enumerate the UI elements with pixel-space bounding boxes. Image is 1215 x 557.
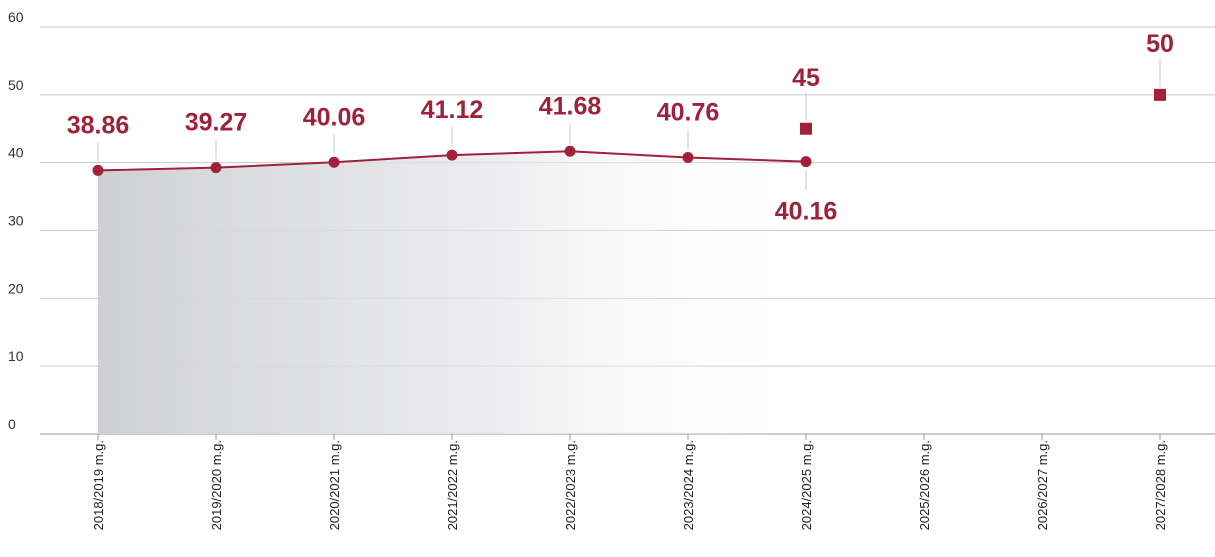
data-point [328, 156, 340, 168]
data-markers [92, 88, 1166, 176]
data-label: 41.68 [539, 92, 602, 120]
x-tick-label: 2027/2028 m.g. [1153, 440, 1168, 530]
x-tick-label: 2020/2021 m.g. [327, 440, 342, 530]
y-tick-label: 0 [8, 416, 16, 432]
data-point [682, 152, 694, 164]
y-axis-ticks: 0 10 20 30 40 50 60 [8, 9, 24, 432]
x-tick-label: 2022/2023 m.g. [563, 440, 578, 530]
data-labels: 38.86 39.27 40.06 41.12 41.68 40.76 40.16 45 50 [67, 30, 1174, 226]
target-marker [1154, 88, 1166, 101]
data-point [446, 149, 458, 161]
x-tick-label: 2025/2026 m.g. [917, 440, 932, 530]
data-label: 40.76 [657, 99, 720, 127]
x-tick-label: 2021/2022 m.g. [445, 440, 460, 530]
y-tick-label: 50 [8, 77, 24, 93]
data-label: 41.12 [421, 96, 484, 124]
x-tick-label: 2018/2019 m.g. [91, 440, 106, 530]
y-tick-label: 40 [8, 145, 24, 161]
y-tick-label: 10 [8, 348, 24, 364]
data-point [564, 145, 576, 157]
y-tick-label: 60 [8, 9, 24, 25]
target-label: 45 [792, 64, 820, 92]
area-fill [98, 151, 806, 434]
y-tick-label: 30 [8, 213, 24, 229]
target-label: 50 [1146, 30, 1174, 58]
target-marker [800, 122, 812, 135]
x-tick-label: 2026/2027 m.g. [1035, 440, 1050, 530]
data-point [800, 156, 812, 168]
x-axis-ticks: 2018/2019 m.g. 2019/2020 m.g. 2020/2021 m.… [91, 434, 1168, 530]
x-tick-label: 2019/2020 m.g. [209, 440, 224, 530]
data-label: 38.86 [67, 111, 130, 139]
data-label: 40.06 [303, 103, 366, 131]
data-label: 40.16 [775, 198, 838, 226]
x-tick-label: 2023/2024 m.g. [681, 440, 696, 530]
area-fill-path [98, 151, 806, 434]
label-leaders [97, 58, 1161, 190]
data-point [210, 162, 222, 174]
x-tick-label: 2024/2025 m.g. [799, 440, 814, 530]
data-point [92, 164, 104, 176]
data-label: 39.27 [185, 109, 248, 137]
y-tick-label: 20 [8, 280, 24, 296]
